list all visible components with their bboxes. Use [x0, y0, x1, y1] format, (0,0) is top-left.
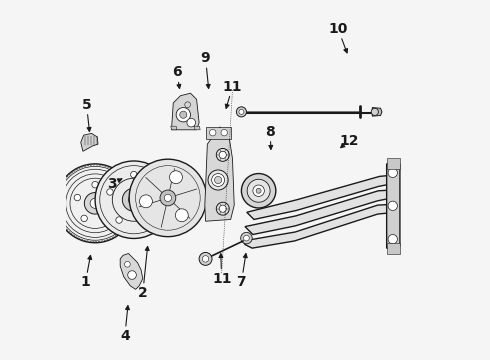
Circle shape — [128, 271, 136, 279]
Text: 3: 3 — [107, 177, 117, 190]
Circle shape — [116, 217, 122, 223]
Circle shape — [216, 148, 229, 161]
Text: 11: 11 — [222, 80, 242, 94]
Circle shape — [241, 232, 252, 244]
Circle shape — [212, 174, 224, 186]
Circle shape — [221, 130, 227, 136]
Circle shape — [175, 209, 188, 222]
Text: 5: 5 — [82, 98, 91, 112]
Circle shape — [187, 118, 196, 127]
Polygon shape — [172, 93, 199, 130]
Text: 12: 12 — [339, 134, 359, 148]
Circle shape — [140, 195, 152, 208]
Text: 11: 11 — [212, 271, 231, 285]
Circle shape — [154, 189, 161, 195]
Polygon shape — [194, 126, 200, 130]
Circle shape — [242, 174, 276, 208]
Text: 7: 7 — [237, 275, 246, 289]
Circle shape — [202, 256, 209, 262]
Circle shape — [81, 215, 87, 222]
Text: 6: 6 — [172, 66, 182, 80]
Circle shape — [56, 164, 135, 243]
Circle shape — [107, 189, 113, 195]
Polygon shape — [372, 108, 382, 116]
Circle shape — [110, 194, 116, 201]
Circle shape — [131, 171, 137, 178]
Circle shape — [95, 161, 172, 238]
Text: 1: 1 — [80, 275, 90, 289]
Polygon shape — [245, 190, 393, 234]
Polygon shape — [243, 204, 392, 248]
Circle shape — [244, 235, 249, 241]
Polygon shape — [120, 253, 143, 289]
Circle shape — [146, 217, 152, 223]
Text: 8: 8 — [265, 125, 275, 139]
Circle shape — [199, 252, 212, 265]
Polygon shape — [387, 243, 400, 253]
Circle shape — [74, 194, 80, 201]
Circle shape — [210, 130, 216, 136]
Circle shape — [388, 201, 397, 211]
Text: 9: 9 — [201, 51, 210, 65]
Circle shape — [90, 198, 100, 208]
Circle shape — [219, 205, 226, 212]
Circle shape — [92, 181, 98, 188]
Text: 2: 2 — [138, 286, 147, 300]
Polygon shape — [205, 127, 231, 139]
Circle shape — [388, 234, 397, 244]
Circle shape — [164, 194, 171, 202]
Circle shape — [176, 108, 191, 122]
Circle shape — [216, 202, 229, 215]
Circle shape — [170, 171, 182, 184]
Polygon shape — [205, 127, 234, 221]
Circle shape — [208, 170, 228, 190]
Polygon shape — [171, 126, 177, 130]
Text: 10: 10 — [329, 22, 348, 36]
Text: 4: 4 — [120, 329, 130, 343]
Circle shape — [371, 108, 378, 116]
Circle shape — [84, 193, 106, 214]
Circle shape — [124, 261, 130, 267]
Polygon shape — [81, 134, 98, 151]
Circle shape — [253, 185, 265, 197]
Circle shape — [128, 194, 139, 205]
Circle shape — [103, 215, 109, 222]
Circle shape — [256, 188, 261, 193]
Circle shape — [239, 109, 244, 114]
Circle shape — [122, 188, 146, 211]
Circle shape — [180, 111, 187, 118]
Circle shape — [215, 176, 221, 184]
Circle shape — [160, 190, 176, 206]
Circle shape — [236, 107, 246, 117]
Circle shape — [388, 168, 397, 177]
Polygon shape — [387, 164, 400, 248]
Circle shape — [247, 179, 270, 202]
Polygon shape — [387, 158, 400, 169]
Polygon shape — [247, 175, 394, 220]
Circle shape — [219, 151, 226, 158]
Circle shape — [129, 159, 207, 237]
